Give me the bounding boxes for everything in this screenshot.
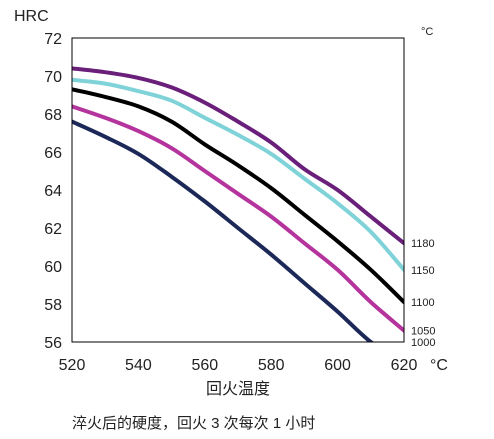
y-tick-label: 68 xyxy=(44,107,62,124)
series-label-1100: 1100 xyxy=(411,297,435,309)
series-line-1050 xyxy=(72,104,404,333)
series-label-1150: 1150 xyxy=(411,265,435,277)
series-line-1100 xyxy=(72,87,404,305)
y-tick-label: 60 xyxy=(44,259,62,276)
series-label-1000: 1000 xyxy=(411,337,435,349)
x-axis-unit: °C xyxy=(430,357,448,374)
y-tick-label: 58 xyxy=(44,297,62,314)
series-line-1150 xyxy=(72,77,404,272)
x-tick-label: 520 xyxy=(59,357,86,374)
series-line-1000 xyxy=(72,119,375,342)
y-tick-label: 70 xyxy=(44,69,62,86)
chart-caption: 淬火后的硬度，回火 3 次每次 1 小时 xyxy=(72,415,315,432)
x-tick-label: 560 xyxy=(191,357,218,374)
series-line-1180 xyxy=(72,66,404,246)
series-lines xyxy=(72,66,404,342)
x-axis-label: 回火温度 xyxy=(206,380,270,398)
series-label-1180: 1180 xyxy=(411,238,435,250)
x-tick-label: 540 xyxy=(125,357,152,374)
y-tick-label: 66 xyxy=(44,145,62,162)
x-tick-label: 620 xyxy=(391,357,418,374)
y-tick-label: 56 xyxy=(44,335,62,352)
series-unit-label: °C xyxy=(421,26,433,38)
y-tick-label: 64 xyxy=(44,183,62,200)
y-axis-label: HRC xyxy=(14,8,49,25)
y-tick-label: 62 xyxy=(44,221,62,238)
y-tick-label: 72 xyxy=(44,31,62,48)
plot-frame xyxy=(71,37,405,343)
x-tick-label: 580 xyxy=(258,357,285,374)
series-label-1050: 1050 xyxy=(411,326,435,338)
y-tick-labels: 56 58 60 62 64 66 68 70 72 xyxy=(44,31,62,352)
x-tick-label: 600 xyxy=(324,357,351,374)
x-tick-labels: 520 540 560 580 600 620 xyxy=(59,357,418,374)
